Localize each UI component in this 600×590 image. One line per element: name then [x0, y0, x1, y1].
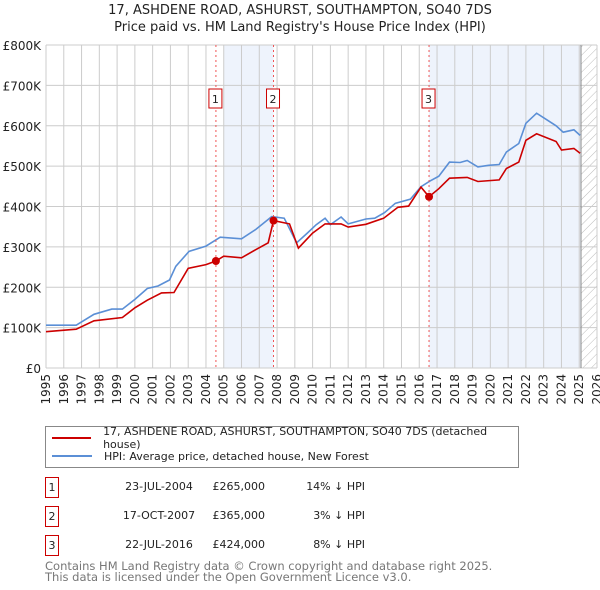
- legend-label-property: 17, ASHDENE ROAD, ASHURST, SOUTHAMPTON, …: [103, 425, 488, 451]
- sale-number-badge: 1: [45, 477, 59, 498]
- x-tick-label: 2023: [537, 374, 551, 405]
- hpi-line: [46, 112, 581, 327]
- y-tick-label: £0: [26, 362, 41, 376]
- x-tick-label: 2002: [163, 374, 177, 405]
- x-tick-label: 2007: [252, 374, 266, 405]
- x-tick-label: 2022: [519, 374, 533, 405]
- sale-marker-box: [421, 88, 436, 109]
- x-tick-label: 2020: [483, 374, 497, 405]
- sale-row: 2 17-OCT-2007 £365,000 3% ↓ HPI: [45, 506, 365, 527]
- x-tick-label: 2024: [554, 374, 568, 405]
- sale-number-badge: 2: [45, 506, 59, 527]
- x-tick-label: 2018: [448, 374, 462, 405]
- x-tick-label: 2014: [377, 374, 391, 405]
- x-tick-label: 1996: [57, 374, 71, 405]
- x-tick-label: 1997: [75, 374, 89, 405]
- x-tick-label: 2021: [501, 374, 515, 405]
- sale-marker-box: [266, 88, 281, 109]
- legend-item-hpi: HPI: Average price, detached house, New …: [46, 447, 369, 465]
- x-tick-label: 2016: [412, 374, 426, 405]
- sale-row: 3 22-JUL-2016 £424,000 8% ↓ HPI: [45, 535, 365, 556]
- sale-price: £265,000: [212, 480, 266, 493]
- sale-marker-label: 1: [212, 93, 219, 106]
- y-tick-label: £500K: [3, 160, 43, 174]
- y-tick-label: £200K: [3, 281, 43, 295]
- y-tick-label: £800K: [3, 39, 43, 53]
- sale-number-badge: 3: [45, 535, 59, 556]
- x-tick-label: 2011: [323, 374, 337, 405]
- property-price-line: [45, 132, 581, 333]
- sale-marker-box: [208, 88, 223, 109]
- sale-date: 22-JUL-2016: [125, 538, 193, 551]
- sale-hpi-diff: 8% ↓ HPI: [313, 538, 365, 551]
- sale-price: £365,000: [212, 509, 266, 522]
- x-tick-label: 2003: [181, 374, 195, 405]
- legend-swatch-blue: [52, 455, 92, 457]
- x-tick-label: 2017: [430, 374, 444, 405]
- sale-hpi-diff: 3% ↓ HPI: [313, 509, 365, 522]
- y-tick-label: £400K: [3, 201, 43, 215]
- x-tick-label: 1999: [110, 374, 124, 405]
- x-tick-label: 2004: [199, 374, 213, 405]
- chart-subtitle: Price paid vs. HM Land Registry's House …: [114, 20, 486, 35]
- x-tick-label: 2019: [466, 374, 480, 405]
- footer-copyright: Contains HM Land Registry data © Crown c…: [45, 559, 493, 573]
- x-tick-label: 2012: [341, 374, 355, 405]
- x-tick-label: 2006: [235, 374, 249, 405]
- sale-date: 23-JUL-2004: [125, 480, 193, 493]
- y-tick-label: £700K: [3, 79, 43, 93]
- chart-title: 17, ASHDENE ROAD, ASHURST, SOUTHAMPTON, …: [108, 3, 492, 18]
- footer-licence: This data is licensed under the Open Gov…: [45, 570, 412, 584]
- x-tick-label: 2008: [270, 374, 284, 405]
- x-tick-label: 2025: [572, 374, 586, 405]
- sale-marker-label: 2: [270, 93, 277, 106]
- y-tick-label: £300K: [3, 241, 43, 255]
- y-tick-label: £600K: [3, 120, 43, 134]
- x-tick-label: 2013: [359, 374, 373, 405]
- x-tick-label: 2010: [306, 374, 320, 405]
- sale-marker-label: 3: [425, 93, 432, 106]
- x-tick-label: 2001: [146, 374, 160, 405]
- legend-item-property: 17, ASHDENE ROAD, ASHURST, SOUTHAMPTON, …: [46, 425, 518, 451]
- sale-point: [269, 216, 278, 225]
- y-tick-label: £100K: [3, 322, 43, 336]
- x-tick-label: 1995: [39, 374, 53, 405]
- x-tick-label: 2015: [394, 374, 408, 405]
- sale-point: [425, 192, 434, 201]
- sale-date: 17-OCT-2007: [122, 509, 196, 522]
- sale-hpi-diff: 14% ↓ HPI: [306, 480, 365, 493]
- chart-legend: 17, ASHDENE ROAD, ASHURST, SOUTHAMPTON, …: [45, 425, 519, 468]
- chart-svg: 1995 1996 1997 1998 1999 2000 2001 2002 2003 2004…: [3, 39, 600, 405]
- legend-label-hpi: HPI: Average price, detached house, New …: [104, 449, 369, 463]
- x-tick-label: 2009: [288, 374, 302, 405]
- x-tick-label: 1998: [92, 374, 106, 405]
- x-tick-label: 2026: [590, 374, 600, 405]
- sale-price: £424,000: [212, 538, 266, 551]
- x-tick-label: 2000: [128, 374, 142, 405]
- sale-point: [211, 257, 220, 266]
- x-tick-label: 2005: [217, 374, 231, 405]
- sale-row: 1 23-JUL-2004 £265,000 14% ↓ HPI: [45, 477, 365, 498]
- legend-swatch-red: [52, 437, 92, 439]
